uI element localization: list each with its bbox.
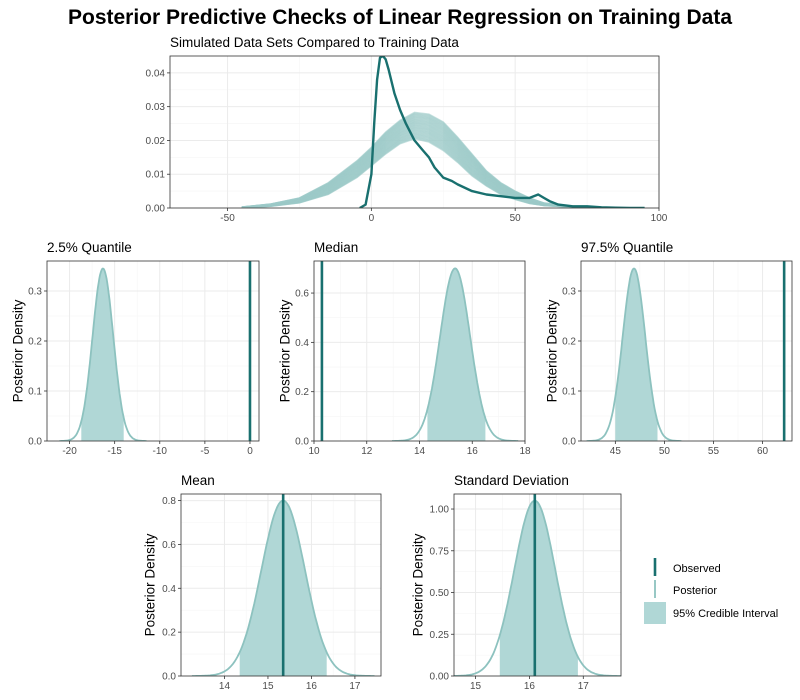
panel-title: 2.5% Quantile (47, 240, 132, 255)
panel-q025: -20 -15 -10 -5 0 0.0 0.1 0.2 0.3 2.5% Quantile Pos… (11, 240, 260, 457)
y-tick-label: 0.50 (430, 588, 450, 599)
y-tick-label: 0.1 (28, 387, 42, 398)
x-tick-label: 15 (262, 681, 274, 692)
x-tick-label: -50 (220, 213, 235, 224)
x-tick-label: 16 (524, 681, 536, 692)
x-tick-label: 16 (306, 681, 318, 692)
plot-area (59, 261, 252, 441)
x-tick-label: 0 (247, 446, 253, 457)
y-axis-label: Posterior Density (411, 533, 426, 636)
plot-area (191, 494, 375, 676)
y-tick-label: 0.3 (28, 287, 42, 298)
x-tick-label: 16 (467, 446, 479, 457)
panel-title: Simulated Data Sets Compared to Training… (170, 35, 459, 50)
panel-q975: 45 50 55 60 0.0 0.1 0.2 0.3 97.5% Quantile Poster… (545, 240, 793, 457)
x-tick-label: 14 (219, 681, 231, 692)
x-tick-label: 55 (708, 446, 720, 457)
plot-border (169, 55, 660, 209)
y-tick-label: 1.00 (430, 505, 450, 516)
x-tick-label: 50 (659, 446, 671, 457)
legend-item-observed: Observed (653, 558, 721, 576)
panel-title: Standard Deviation (454, 473, 569, 488)
x-tick-label: 12 (361, 446, 373, 457)
plot-border (580, 260, 793, 442)
x-tick-label: 60 (757, 446, 769, 457)
y-tick-label: 0.2 (295, 387, 309, 398)
x-tick-label: -15 (107, 446, 122, 457)
y-tick-label: 0.3 (562, 287, 576, 298)
y-tick-label: 0.02 (146, 136, 166, 147)
x-tick-label: 15 (470, 681, 482, 692)
y-axis-label: Posterior Density (278, 299, 293, 402)
x-tick-label: 14 (414, 446, 426, 457)
y-tick-label: 0.75 (430, 546, 450, 557)
panel-sd: 15 16 17 0.00 0.25 0.50 0.75 1.00 Standard Devia… (411, 473, 622, 692)
plot-area (241, 56, 645, 208)
plot-border (46, 260, 260, 442)
y-tick-label: 0.6 (295, 289, 309, 300)
y-tick-label: 0.0 (28, 437, 42, 448)
panel-title: 97.5% Quantile (581, 240, 673, 255)
x-tick-label: -10 (153, 446, 168, 457)
y-tick-label: 0.00 (146, 204, 166, 215)
x-tick-label: -5 (200, 446, 209, 457)
legend-label: Observed (673, 563, 721, 575)
y-tick-label: 0.4 (162, 584, 176, 595)
x-tick-label: 10 (308, 446, 320, 457)
x-tick-label: 17 (578, 681, 590, 692)
y-tick-label: 0.04 (146, 68, 166, 79)
legend: Observed Posterior 95% Credible Interval (644, 558, 778, 624)
legend-item-posterior: Posterior (654, 580, 717, 598)
y-tick-label: 0.1 (562, 387, 576, 398)
credible-interval-area (427, 268, 486, 441)
x-tick-label: 17 (349, 681, 361, 692)
x-tick-label: 50 (510, 213, 522, 224)
y-tick-label: 0.0 (162, 672, 176, 683)
y-tick-label: 0.01 (146, 170, 166, 181)
y-tick-label: 0.2 (28, 337, 42, 348)
x-tick-label: 45 (610, 446, 622, 457)
legend-label: 95% Credible Interval (673, 608, 778, 620)
y-tick-label: 0.03 (146, 102, 166, 113)
y-axis-label: Posterior Density (11, 299, 26, 402)
legend-interval-key (644, 602, 666, 624)
legend-item-interval: 95% Credible Interval (644, 602, 778, 624)
x-tick-label: 0 (369, 213, 375, 224)
panel-median: 10 12 14 16 18 0.0 0.2 0.4 0.6 Median Posterior De… (278, 240, 531, 457)
y-axis-label: Posterior Density (545, 299, 560, 402)
y-tick-label: 0.6 (162, 540, 176, 551)
plot-area (586, 261, 786, 441)
x-tick-label: -20 (62, 446, 77, 457)
observed-density-line (359, 56, 645, 208)
main-title: Posterior Predictive Checks of Linear Re… (68, 6, 732, 29)
y-tick-label: 0.4 (295, 338, 309, 349)
legend-label: Posterior (673, 585, 717, 597)
posterior-density-line (59, 267, 147, 441)
y-tick-label: 0.0 (562, 437, 576, 448)
credible-interval-area (81, 268, 124, 441)
x-tick-label: 18 (519, 446, 531, 457)
posterior-density-line (586, 267, 682, 441)
plot-border (180, 493, 382, 677)
y-tick-label: 0.25 (430, 630, 450, 641)
plot-area (320, 261, 519, 441)
y-tick-label: 0.00 (430, 672, 450, 683)
y-tick-label: 0.0 (295, 437, 309, 448)
panel-mean: 14 15 16 17 0.0 0.2 0.4 0.6 0.8 Mean Posterior Den… (143, 473, 382, 692)
plot-area (454, 494, 621, 676)
x-tick-label: 100 (651, 213, 668, 224)
posterior-density-line (392, 267, 519, 441)
y-tick-label: 0.8 (162, 496, 176, 507)
panel-title: Mean (181, 473, 215, 488)
y-tick-label: 0.2 (162, 628, 176, 639)
panel-title: Median (314, 240, 358, 255)
y-axis-label: Posterior Density (143, 533, 158, 636)
y-tick-label: 0.2 (562, 337, 576, 348)
panel-density_overlay: -50 0 50 100 0.00 0.01 0.02 0.03 0.04 Simulated D… (146, 35, 668, 224)
plot-border (453, 493, 622, 677)
